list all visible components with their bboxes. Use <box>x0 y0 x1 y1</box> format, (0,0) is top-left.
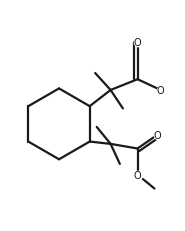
Text: O: O <box>134 38 141 48</box>
Text: O: O <box>157 86 164 96</box>
Text: O: O <box>154 130 161 140</box>
Text: O: O <box>134 170 141 180</box>
